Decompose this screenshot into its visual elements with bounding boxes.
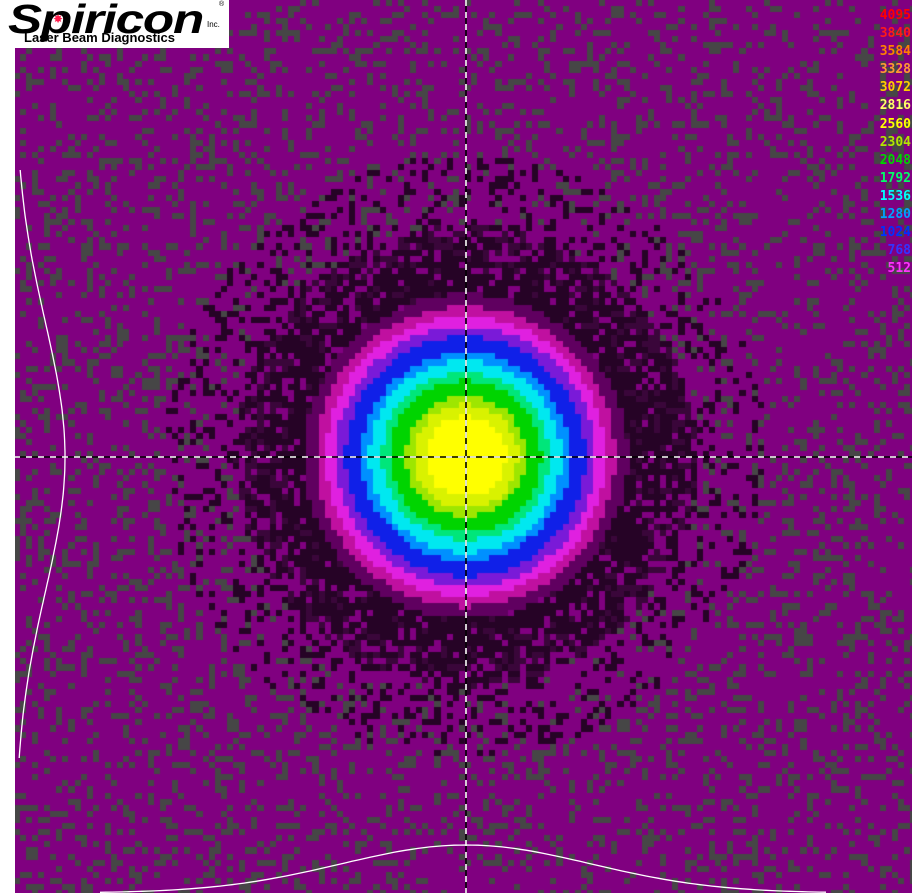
legend-level: 4095 (879, 8, 911, 23)
legend-level: 1536 (879, 188, 911, 204)
logo-inc: Inc. (207, 20, 220, 29)
legend-level: 3072 (879, 80, 911, 96)
logo-star-icon: ✸ (53, 12, 64, 26)
beam-intensity-map[interactable] (14, 0, 912, 893)
spiricon-logo: Spiricon ✸ ® Inc. Laser Beam Diagnostics (0, 0, 229, 48)
logo-wordmark: Spiricon (8, 0, 204, 42)
legend-level: 768 (887, 243, 911, 259)
legend-level: 1024 (879, 225, 911, 241)
legend-level: 3584 (879, 44, 911, 60)
legend-level: 2048 (879, 152, 911, 168)
legend-level: 2560 (879, 116, 911, 132)
logo-registered: ® (219, 1, 225, 8)
legend-level: 3840 (879, 26, 911, 42)
logo-tagline: Laser Beam Diagnostics (24, 30, 176, 45)
legend-level: 1280 (879, 207, 911, 223)
legend-level: 2304 (879, 134, 911, 150)
legend-level: 1792 (879, 170, 911, 186)
legend-level: 3328 (879, 62, 911, 78)
intensity-legend: 4095 3840 3584 3328 3072 2816 2560 2304 2048 1792… (871, 7, 911, 278)
legend-level: 2816 (879, 98, 911, 114)
legend-level: 512 (887, 261, 911, 277)
